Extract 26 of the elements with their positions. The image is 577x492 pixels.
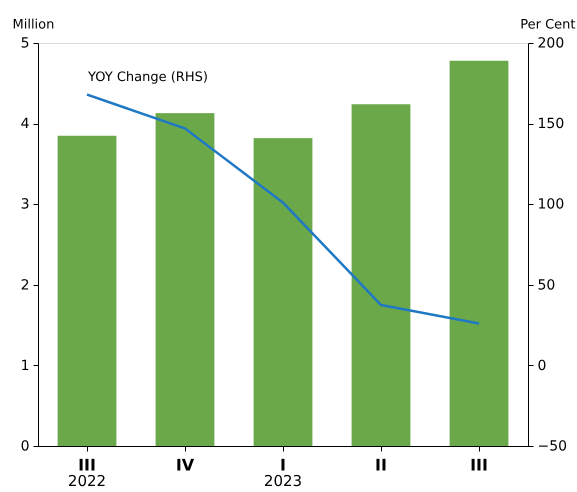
y-tick-label: 5 <box>20 36 30 52</box>
y-tick-label: 0 <box>20 438 30 454</box>
y2-tick-label: 100 <box>538 196 564 213</box>
y-tick-label: 2 <box>20 277 30 294</box>
y-axis-title: Million <box>12 18 54 32</box>
bar <box>156 113 214 446</box>
y-tick-label: 4 <box>20 116 30 132</box>
y2-tick-label: 200 <box>538 36 564 52</box>
bar <box>254 138 312 446</box>
x-tick-label: II <box>375 456 387 474</box>
category-label: III 2022 <box>68 456 106 490</box>
y2-axis-title: Per Cent <box>520 18 576 32</box>
line-series <box>86 93 480 325</box>
y2-tick-label: 150 <box>538 116 564 132</box>
y-tick-label: 1 <box>20 358 30 374</box>
category-label: I 2023 <box>264 456 302 490</box>
x-tick-label: IV <box>176 456 195 474</box>
bar <box>352 104 410 446</box>
y2-tick-label: 50 <box>538 277 556 294</box>
y2-tick-label: 0 <box>538 358 546 374</box>
y2-tick-label: −50 <box>538 438 568 454</box>
y-tick-label: 3 <box>20 196 30 213</box>
x-tick-label: III <box>470 456 488 474</box>
annotation: YOY Change (RHS) <box>87 70 208 85</box>
bar <box>450 60 508 446</box>
bar <box>58 136 116 446</box>
